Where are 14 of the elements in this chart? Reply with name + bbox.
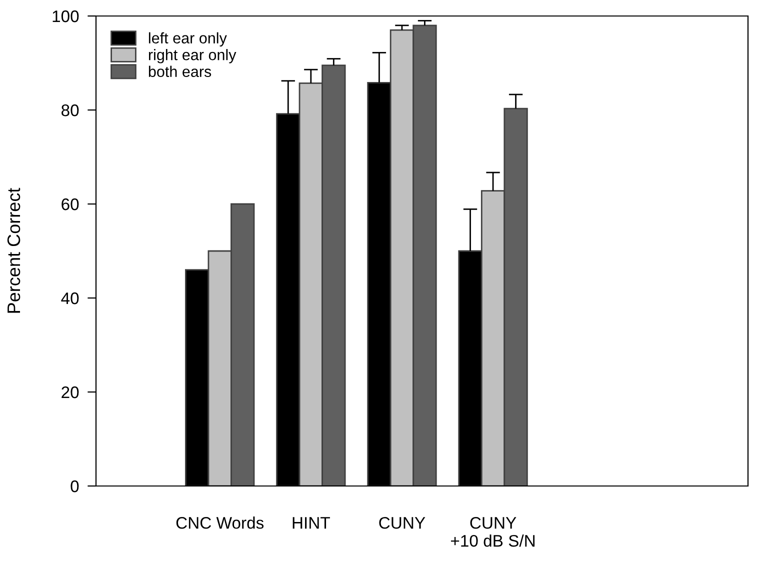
legend-label: left ear only bbox=[148, 32, 227, 47]
x-tick-label: CNC Words bbox=[176, 516, 264, 529]
y-tick-label: 80 bbox=[62, 104, 79, 116]
y-tick-label: 60 bbox=[62, 198, 79, 210]
legend-label: right ear only bbox=[148, 49, 236, 64]
y-axis-title: Percent Correct bbox=[7, 188, 20, 313]
y-tick-label: 20 bbox=[62, 386, 79, 398]
y-tick-label: 40 bbox=[61, 292, 79, 304]
y-tick-label: 100 bbox=[52, 10, 79, 22]
x-tick-label: CUNY bbox=[379, 516, 426, 529]
legend-label: both ears bbox=[148, 66, 212, 78]
x-tick-label: CUNY +10 dB S/N bbox=[450, 516, 535, 547]
x-tick-label: HINT bbox=[292, 517, 330, 529]
y-tick-label: 0 bbox=[70, 480, 79, 492]
